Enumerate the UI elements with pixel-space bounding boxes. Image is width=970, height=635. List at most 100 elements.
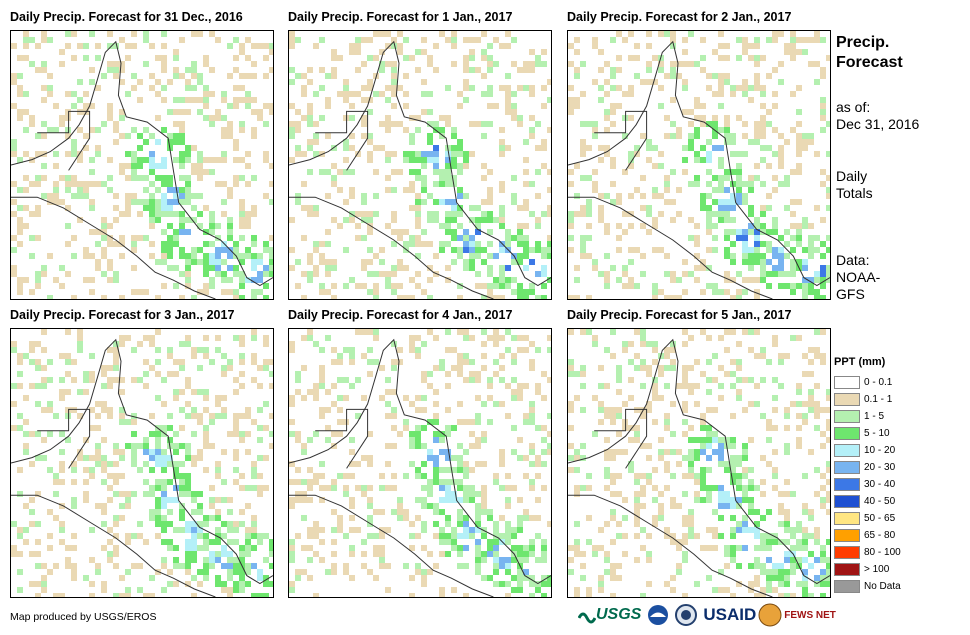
- precip-cell: [499, 145, 505, 151]
- precip-cell: [313, 205, 319, 211]
- precip-cell: [191, 497, 197, 503]
- precip-cell: [343, 283, 349, 289]
- precip-cell: [257, 437, 263, 443]
- precip-cell: [634, 491, 640, 497]
- precip-cell: [269, 371, 273, 377]
- precip-cell: [688, 521, 694, 527]
- precip-cell: [221, 247, 227, 253]
- precip-cell: [517, 205, 523, 211]
- precip-cell: [622, 347, 628, 353]
- precip-cell: [337, 431, 343, 437]
- precip-cell: [35, 235, 41, 241]
- precip-cell: [622, 271, 628, 277]
- precip-cell: [385, 127, 391, 133]
- precip-cell: [790, 169, 796, 175]
- precip-cell: [547, 377, 551, 383]
- precip-cell: [742, 455, 748, 461]
- precip-cell: [161, 43, 167, 49]
- precip-cell: [203, 169, 209, 175]
- precip-cell: [790, 401, 796, 407]
- precip-cell: [367, 229, 373, 235]
- precip-cell: [820, 295, 826, 299]
- precip-cell: [586, 473, 592, 479]
- precip-cell: [197, 503, 203, 509]
- precip-cell: [107, 259, 113, 265]
- precip-cell: [622, 211, 628, 217]
- precip-cell: [263, 73, 269, 79]
- precip-cell: [535, 247, 541, 253]
- precip-cell: [131, 443, 137, 449]
- precip-cell: [233, 241, 239, 247]
- precip-cell: [221, 289, 227, 295]
- precip-cell: [83, 55, 89, 61]
- precip-cell: [263, 359, 269, 365]
- precip-cell: [646, 31, 652, 37]
- precip-cell: [586, 145, 592, 151]
- precip-cell: [409, 593, 415, 597]
- precip-cell: [209, 265, 215, 271]
- precip-cell: [724, 437, 730, 443]
- precip-cell: [215, 401, 221, 407]
- precip-cell: [604, 79, 610, 85]
- precip-cell: [209, 443, 215, 449]
- precip-cell: [742, 49, 748, 55]
- precip-cell: [95, 449, 101, 455]
- precip-cell: [712, 431, 718, 437]
- precip-cell: [239, 199, 245, 205]
- precip-cell: [433, 365, 439, 371]
- precip-cell: [391, 37, 397, 43]
- precip-cell: [523, 253, 529, 259]
- precip-cell: [487, 61, 493, 67]
- precip-cell: [409, 521, 415, 527]
- precip-cell: [493, 37, 499, 43]
- precip-cell: [517, 229, 523, 235]
- precip-cell: [89, 103, 95, 109]
- precip-cell: [197, 79, 203, 85]
- precip-cell: [541, 85, 547, 91]
- precip-cell: [143, 443, 149, 449]
- precip-cell: [529, 67, 535, 73]
- precip-cell: [511, 277, 517, 283]
- precip-cell: [481, 533, 487, 539]
- precip-cell: [652, 395, 658, 401]
- precip-cell: [355, 211, 361, 217]
- precip-cell: [379, 545, 385, 551]
- precip-cell: [409, 157, 415, 163]
- precip-cell: [718, 217, 724, 223]
- precip-cell: [682, 289, 688, 295]
- precip-cell: [17, 91, 23, 97]
- precip-cell: [251, 563, 257, 569]
- precip-cell: [574, 593, 580, 597]
- precip-cell: [173, 283, 179, 289]
- precip-cell: [523, 335, 529, 341]
- precip-cell: [433, 335, 439, 341]
- precip-cell: [289, 37, 295, 43]
- precip-cell: [529, 259, 535, 265]
- precip-cell: [463, 545, 469, 551]
- precip-cell: [319, 365, 325, 371]
- precip-cell: [379, 473, 385, 479]
- precip-cell: [385, 223, 391, 229]
- precip-cell: [604, 467, 610, 473]
- precip-cell: [331, 527, 337, 533]
- precip-cell: [361, 563, 367, 569]
- precip-cell: [640, 545, 646, 551]
- precip-cell: [802, 217, 808, 223]
- precip-cell: [307, 205, 313, 211]
- precip-cell: [487, 509, 493, 515]
- precip-cell: [535, 425, 541, 431]
- precip-cell: [469, 205, 475, 211]
- precip-cell: [754, 241, 760, 247]
- precip-cell: [475, 247, 481, 253]
- precip-cell: [541, 61, 547, 67]
- precip-cell: [568, 425, 574, 431]
- precip-cell: [790, 563, 796, 569]
- precip-cell: [125, 587, 131, 593]
- precip-cell: [367, 55, 373, 61]
- precip-cell: [301, 395, 307, 401]
- precip-cell: [179, 199, 185, 205]
- precip-cell: [239, 211, 245, 217]
- precip-cell: [664, 527, 670, 533]
- precip-cell: [409, 545, 415, 551]
- precip-cell: [772, 425, 778, 431]
